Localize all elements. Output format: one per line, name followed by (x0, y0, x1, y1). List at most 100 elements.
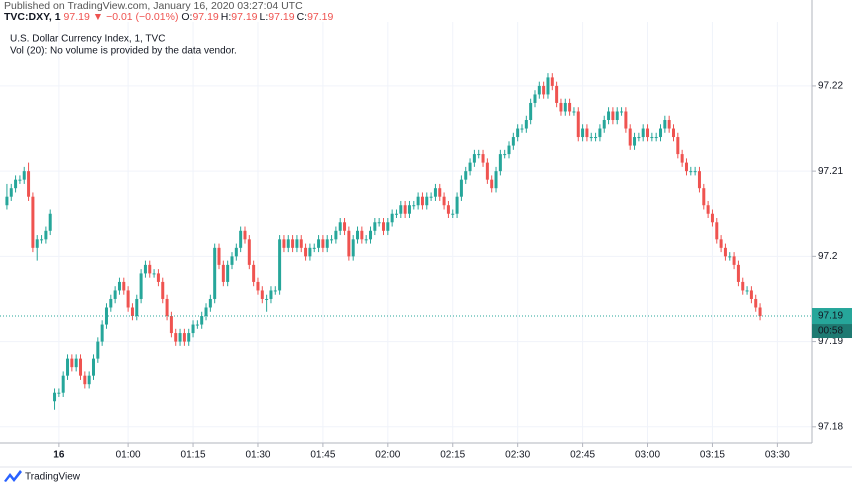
candle-body (18, 179, 22, 181)
x-tick-label: 03:30 (765, 450, 790, 461)
candle-body (130, 307, 134, 317)
chart-subtitle: Vol (20): No volume is provided by the d… (10, 46, 237, 57)
candle-body (135, 298, 139, 317)
candle-body (148, 264, 152, 274)
candle-body (230, 256, 234, 265)
candle-body (494, 171, 498, 189)
candle-body (104, 307, 108, 325)
candle-body (702, 188, 706, 206)
candle-body (520, 128, 524, 130)
candle-body (182, 333, 186, 342)
candle-body (464, 171, 468, 180)
candle-body (455, 196, 459, 214)
candle-body (347, 230, 351, 257)
candle-body (152, 273, 156, 275)
candle-body (516, 128, 520, 138)
x-tick-label: 02:15 (440, 450, 465, 461)
candle-body (48, 213, 52, 231)
candle-body (31, 196, 35, 248)
candle-body (650, 137, 654, 139)
candle-body (208, 298, 212, 308)
symbol: TVC:DXY, 1 (4, 11, 61, 23)
candle-body (321, 239, 325, 248)
candle-body (442, 196, 446, 206)
countdown-box (812, 324, 852, 339)
candle-body (529, 102, 533, 121)
candle-body (524, 120, 528, 129)
candle-body (745, 290, 749, 292)
candle-body (641, 128, 645, 138)
candle-body (291, 239, 295, 248)
candle-body (438, 188, 442, 197)
candle-body (749, 290, 753, 299)
candle-body (559, 102, 563, 112)
candle-body (581, 128, 585, 138)
candle-body (468, 162, 472, 172)
chart-title: U.S. Dollar Currency Index, 1, TVC (10, 34, 165, 45)
ohlc-label: O: (181, 11, 193, 23)
candle-body (589, 137, 593, 139)
candle-body (226, 264, 230, 282)
candle-body (351, 239, 355, 257)
candle-body (161, 281, 165, 299)
candle-body (239, 230, 243, 248)
candle-body (204, 307, 208, 317)
candle-body (620, 111, 624, 113)
logo-icon (4, 470, 22, 482)
candle-body (706, 205, 710, 214)
candle-body (381, 222, 385, 231)
candle-body (451, 213, 455, 215)
candle-body (256, 281, 260, 291)
candle-body (693, 171, 697, 173)
candle-body (273, 290, 277, 292)
x-tick-label: 02:30 (505, 450, 530, 461)
candle-body (697, 171, 701, 189)
candle-body (109, 298, 113, 308)
candle-body (607, 111, 611, 121)
candle-body (433, 188, 437, 197)
candle-body (646, 128, 650, 138)
ohlc-label: L: (259, 11, 269, 23)
candle-body (187, 333, 191, 342)
candle-body (53, 392, 57, 402)
candle-body (91, 358, 95, 376)
candle-body (477, 154, 481, 156)
change-arrow: ▼ (92, 11, 104, 23)
candle-body (533, 94, 537, 103)
candle-body (79, 358, 83, 376)
candle-body (373, 222, 377, 231)
candle-body (22, 171, 26, 180)
candle-body (459, 179, 463, 197)
candle-body (399, 205, 403, 214)
candle-body (659, 128, 663, 138)
y-tick-label: 97.22 (818, 81, 843, 92)
candle-body (671, 128, 675, 138)
candle-body (100, 324, 104, 342)
symbol-line: TVC:DXY, 1 97.19 ▼ −0.01 (−0.01%) O:97.1… (4, 11, 335, 23)
candle-body (715, 222, 719, 240)
candle-body (568, 102, 572, 112)
last-price-label: 97.19 (818, 311, 843, 322)
candle-body (420, 196, 424, 206)
candle-body (403, 205, 407, 214)
ohlc-value: 97.19 (268, 11, 295, 23)
x-tick-label: 03:15 (700, 450, 725, 461)
candle-body (611, 111, 615, 121)
published-line: Published on TradingView.com, January 16… (4, 0, 303, 12)
candle-body (498, 154, 502, 172)
candle-body (689, 171, 693, 173)
candle-body (304, 247, 308, 257)
symbol-price: 97.19 (63, 11, 90, 23)
candle-body (252, 264, 256, 282)
candle-body (213, 247, 217, 299)
candle-body (338, 222, 342, 231)
x-tick-label: 02:00 (375, 450, 400, 461)
x-tick-label: 01:45 (310, 450, 335, 461)
candle-body (758, 307, 762, 317)
ohlc-label: H: (220, 11, 232, 23)
candle-body (537, 85, 541, 95)
candle-body (96, 341, 100, 359)
candle-body (507, 145, 511, 155)
candle-body (260, 290, 264, 299)
